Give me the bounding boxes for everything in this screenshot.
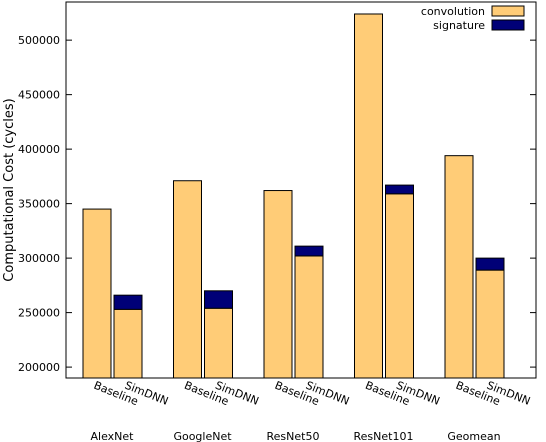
bar-convolution [294,255,324,379]
y-axis-title: Computational Cost (cycles) [2,98,17,281]
bar-convolution [204,307,233,379]
bar-convolution [263,190,293,379]
bar-convolution [82,208,112,379]
bar-signature [204,290,233,309]
group-label: ResNet50 [267,430,320,442]
bar-convolution [444,155,474,379]
x-labels: BaselineSimDNNAlexNetBaselineSimDNNGoogl… [91,379,533,442]
bars [82,13,505,379]
legend-swatch [491,5,525,17]
bar-signature [475,257,505,271]
bar-signature [385,184,414,195]
bar-convolution [475,269,505,379]
y-tick-label: 350000 [18,198,60,211]
group-label: AlexNet [91,430,135,442]
group-label: Geomean [447,430,500,442]
bar-convolution [385,193,414,379]
bar-convolution [173,180,202,379]
group-label: ResNet101 [354,430,414,442]
bar-convolution [354,13,383,379]
y-tick-label: 200000 [18,361,60,374]
bar-signature [294,245,324,257]
y-tick-label: 450000 [18,89,60,102]
legend-label: signature [433,19,485,32]
y-tick-label: 250000 [18,307,60,320]
y-tick-label: 500000 [18,34,60,47]
legend-swatch [491,19,525,31]
y-tick-label: 400000 [18,143,60,156]
bar-signature [113,294,143,310]
y-tick-label: 300000 [18,252,60,265]
y-ticks: 200000 250000 300000 350000 400000 450000 5000… [18,34,536,374]
bar-convolution [113,308,143,379]
legend-label: convolution [421,5,485,18]
group-label: GoogleNet [173,430,232,442]
